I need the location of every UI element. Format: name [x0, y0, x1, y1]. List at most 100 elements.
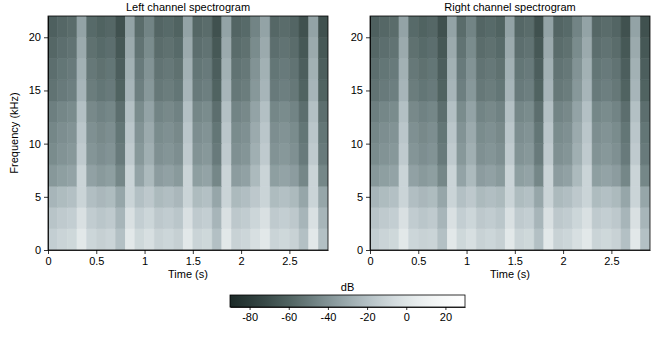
heatmap-cell [418, 101, 428, 122]
heatmap-cell [640, 165, 650, 186]
heatmap-cell [48, 80, 58, 101]
x-axis: 00.511.522.5 [45, 250, 328, 267]
heatmap-cell [280, 207, 290, 228]
heatmap-cell [631, 16, 641, 37]
heatmap-cell [582, 186, 592, 207]
heatmap-cell [231, 144, 241, 165]
heatmap-cell [231, 80, 241, 101]
heatmap-cell [370, 207, 380, 228]
heatmap-cell [467, 59, 477, 80]
heatmap-cell [135, 122, 145, 143]
y-tick-mark [44, 197, 48, 198]
x-tick: 0.5 [89, 250, 104, 267]
heatmap-cell [280, 80, 290, 101]
heatmap-cell [515, 16, 525, 37]
heatmap-cell [231, 101, 241, 122]
heatmap-cell [222, 16, 232, 37]
heatmap-cell [58, 165, 68, 186]
heatmap-cell [212, 207, 222, 228]
heatmap-cell [515, 165, 525, 186]
heatmap-cell [87, 37, 97, 58]
heatmap-cell [631, 165, 641, 186]
colorbar-tick: 20 [440, 307, 452, 323]
heatmap-cell [145, 144, 155, 165]
x-tick: 2.5 [282, 250, 297, 267]
heatmap-cell [125, 16, 135, 37]
heatmap-cell [270, 16, 280, 37]
heatmap-cell [48, 59, 58, 80]
heatmap-cell [174, 229, 184, 250]
heatmap-cell [183, 16, 193, 37]
heatmap-cell [299, 165, 309, 186]
x-tick-label: 2.5 [604, 255, 619, 267]
x-tick: 1.5 [508, 250, 523, 267]
heatmap-cell [125, 101, 135, 122]
heatmap-cell [67, 80, 77, 101]
heatmap-cell [447, 80, 457, 101]
heatmap-cell [251, 59, 261, 80]
heatmap-cell [96, 229, 106, 250]
heatmap-cell [260, 80, 270, 101]
heatmap-cell [438, 101, 448, 122]
y-axis-line [370, 17, 371, 251]
plot-frame [370, 16, 650, 250]
heatmap-cell [409, 59, 419, 80]
heatmap-cell [621, 144, 631, 165]
heatmap-cell [467, 80, 477, 101]
heatmap-cell [289, 122, 299, 143]
heatmap-cell [260, 165, 270, 186]
heatmap-cell [486, 37, 496, 58]
heatmap-cell [370, 16, 380, 37]
heatmap-cell [582, 101, 592, 122]
heatmap-cell [116, 16, 126, 37]
heatmap-cell [457, 122, 467, 143]
heatmap-cell [573, 101, 583, 122]
heatmap-cell [399, 59, 409, 80]
heatmap-cell [380, 207, 390, 228]
x-tick: 0 [367, 250, 373, 267]
heatmap-cell [106, 37, 116, 58]
heatmap-cell [270, 165, 280, 186]
heatmap-cell [486, 165, 496, 186]
heatmap-cell [534, 37, 544, 58]
heatmap-cell [370, 144, 380, 165]
heatmap-cell [409, 207, 419, 228]
heatmap-cell [621, 59, 631, 80]
colorbar-ramp [230, 295, 465, 307]
heatmap-cell [251, 80, 261, 101]
y-tick-mark [44, 250, 48, 251]
heatmap-cell [573, 122, 583, 143]
y-tick-label: 15 [29, 84, 41, 96]
heatmap-cell [289, 144, 299, 165]
heatmap-cell [428, 229, 438, 250]
heatmap-cell [183, 165, 193, 186]
heatmap-cell [241, 80, 251, 101]
heatmap-cell [270, 101, 280, 122]
heatmap-cell [67, 101, 77, 122]
heatmap-cell [515, 229, 525, 250]
heatmap-cell [457, 207, 467, 228]
heatmap-cell [193, 59, 203, 80]
heatmap-cell [260, 186, 270, 207]
heatmap-cell [380, 101, 390, 122]
heatmap [48, 16, 328, 250]
heatmap-cell [515, 37, 525, 58]
heatmap-cell [145, 16, 155, 37]
heatmap-cell [193, 16, 203, 37]
heatmap-cell [299, 207, 309, 228]
heatmap-cell [48, 122, 58, 143]
heatmap-cell [174, 207, 184, 228]
heatmap-cell [299, 80, 309, 101]
heatmap-cell [154, 207, 164, 228]
heatmap-cell [380, 59, 390, 80]
heatmap-cell [164, 122, 174, 143]
heatmap-cell [631, 37, 641, 58]
x-tick-mark [467, 250, 468, 254]
heatmap-cell [611, 229, 621, 250]
heatmap-cell [621, 186, 631, 207]
heatmap-cell [544, 144, 554, 165]
heatmap-cell [289, 80, 299, 101]
heatmap-cell [154, 144, 164, 165]
y-tick-label: 10 [351, 138, 363, 150]
y-tick-mark [44, 144, 48, 145]
